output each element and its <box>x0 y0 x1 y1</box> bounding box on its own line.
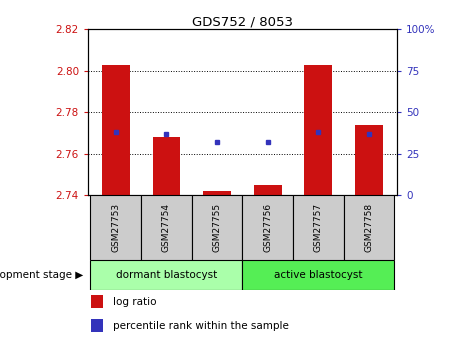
Text: GSM27756: GSM27756 <box>263 203 272 252</box>
Bar <box>192 195 243 260</box>
Bar <box>355 125 383 195</box>
Bar <box>203 191 231 195</box>
Bar <box>304 65 332 195</box>
Bar <box>293 195 344 260</box>
Text: log ratio: log ratio <box>113 297 156 307</box>
Bar <box>91 295 103 308</box>
Bar <box>141 195 192 260</box>
Bar <box>243 195 293 260</box>
Bar <box>91 195 141 260</box>
Bar <box>102 65 130 195</box>
Text: GSM27757: GSM27757 <box>314 203 323 252</box>
Bar <box>344 195 394 260</box>
Bar <box>152 137 180 195</box>
Text: active blastocyst: active blastocyst <box>274 270 363 280</box>
Title: GDS752 / 8053: GDS752 / 8053 <box>192 15 293 28</box>
Text: GSM27755: GSM27755 <box>212 203 221 252</box>
Text: GSM27758: GSM27758 <box>364 203 373 252</box>
Text: development stage ▶: development stage ▶ <box>0 270 83 280</box>
Text: dormant blastocyst: dormant blastocyst <box>116 270 217 280</box>
Bar <box>91 260 243 290</box>
Text: percentile rank within the sample: percentile rank within the sample <box>113 321 289 331</box>
Bar <box>254 185 282 195</box>
Bar <box>91 319 103 332</box>
Bar <box>243 260 394 290</box>
Text: GSM27754: GSM27754 <box>162 203 171 252</box>
Text: GSM27753: GSM27753 <box>111 203 120 252</box>
